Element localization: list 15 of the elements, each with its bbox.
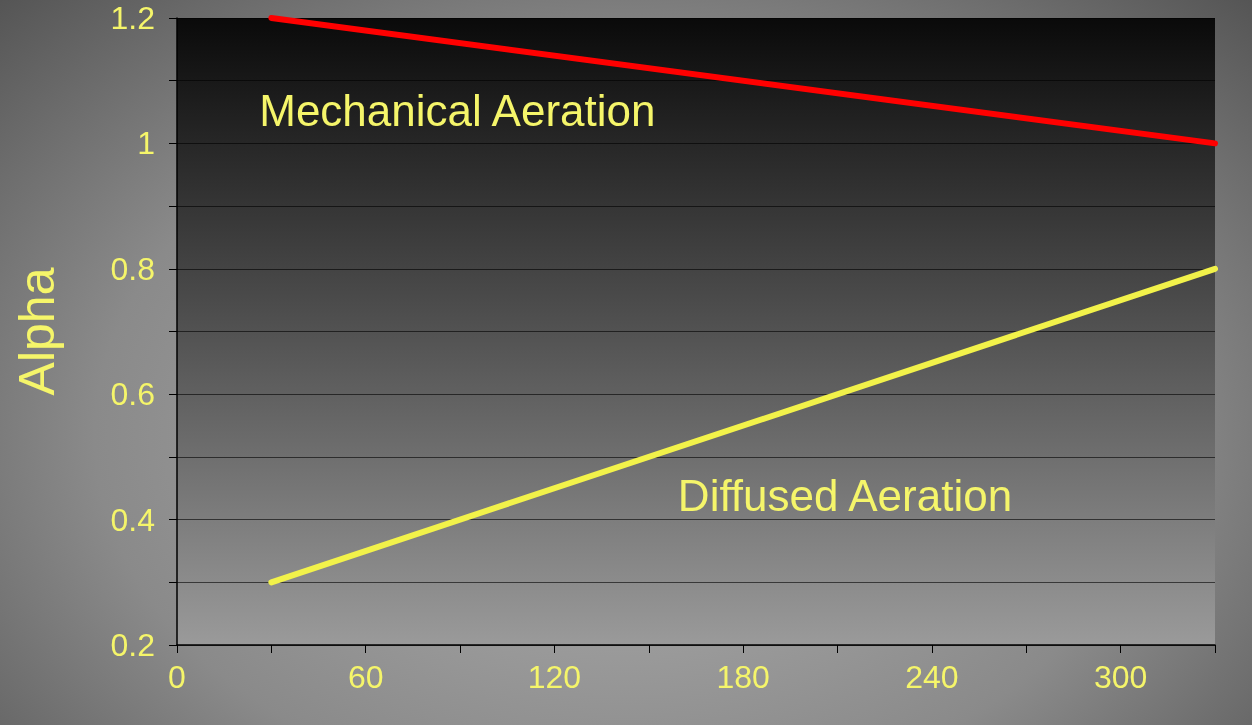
y-tick-label: 0.6 bbox=[110, 376, 155, 413]
series-label: Diffused Aeration bbox=[677, 471, 1013, 521]
x-tick-label: 120 bbox=[527, 659, 582, 695]
y-tick-label: 0.2 bbox=[110, 627, 155, 663]
y-tick-label: 0.4 bbox=[110, 501, 155, 538]
series-label: Mechanical Aeration bbox=[259, 85, 656, 135]
x-tick-label: 300 bbox=[1093, 659, 1148, 695]
x-tick-label: 180 bbox=[716, 659, 770, 695]
y-tick-label: 0.8 bbox=[110, 250, 155, 287]
y-tick-label: 1 bbox=[137, 125, 155, 162]
y-axis-title: Alpha bbox=[9, 267, 65, 396]
x-tick-label: 0 bbox=[168, 659, 186, 695]
y-tick-label: 1.2 bbox=[110, 0, 155, 36]
x-tick-label: 60 bbox=[347, 659, 384, 695]
x-tick-label: 240 bbox=[905, 659, 959, 695]
